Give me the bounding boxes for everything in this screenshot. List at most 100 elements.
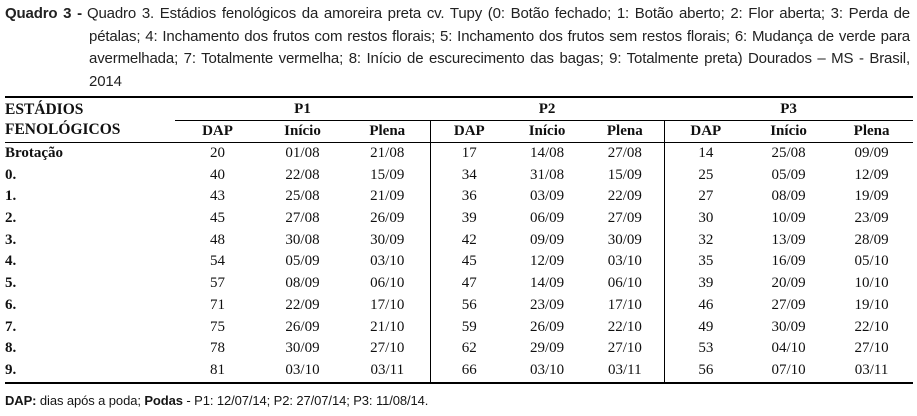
cell-p3-plena: 28/09 [854, 231, 889, 248]
row-label: 3. [5, 231, 17, 248]
cell-p3-inicio: 07/10 [771, 361, 806, 378]
cell-p1-plena: 03/10 [370, 253, 405, 270]
cell-p3-plena: 10/10 [854, 275, 889, 292]
col-header-p1-inicio: Início [260, 120, 345, 143]
col-header-p2-plena: Plena [586, 120, 665, 143]
cell-p1-dap: 48 [210, 231, 225, 248]
cell-p1-plena: 21/10 [370, 318, 405, 335]
group-header-p1: P1 [175, 97, 431, 121]
col-header-p2-dap: DAP [429, 120, 509, 143]
cell-p3-plena: 22/10 [854, 318, 889, 335]
cell-p2-inicio: 09/09 [529, 231, 565, 248]
cell-p3-inicio: 16/09 [771, 253, 806, 270]
cell-p3-dap: 39 [663, 273, 748, 295]
cell-p3-plena: 05/10 [854, 253, 889, 270]
phenology-table: ESTÁDIOS FENOLÓGICOS P1 P2 P3 DAP Início … [5, 96, 914, 384]
cell-p3-dap: 14 [663, 142, 748, 165]
table-row: 7. 75 26/09 21/10 59 26/09 22/10 49 30/0… [5, 316, 913, 339]
cell-p2-dap: 17 [429, 142, 509, 165]
cell-p2-plena: 22/09 [607, 188, 642, 205]
cell-p1-dap: 75 [210, 318, 225, 335]
table-caption: Quadro 3 - Quadro 3. Estádios fenológicos… [5, 3, 910, 93]
cell-p3-plena: 12/09 [854, 166, 889, 183]
cell-p1-dap: 57 [210, 275, 225, 292]
cell-p3-dap: 35 [663, 251, 748, 274]
cell-p3-plena: 27/10 [854, 340, 889, 357]
group-header-p3: P3 [664, 97, 914, 121]
col-header-p2-inicio: Início [508, 120, 587, 143]
table-footnote: DAP: dias após a poda; Podas - P1: 12/07… [5, 393, 912, 408]
cell-p2-dap: 39 [429, 207, 509, 230]
cell-p3-plena: 03/11 [854, 361, 889, 378]
cell-p2-plena: 06/10 [607, 275, 642, 292]
cell-p1-dap: 20 [210, 144, 225, 161]
row-label: 6. [5, 296, 17, 313]
footnote-dap-text: dias após a poda; [36, 392, 145, 408]
row-label: Brotação [5, 144, 64, 161]
cell-p1-inicio: 27/08 [285, 209, 320, 226]
col-header-p3-plena: Plena [830, 120, 914, 143]
cell-p1-dap: 54 [210, 253, 225, 270]
cell-p1-dap: 43 [210, 188, 225, 205]
col-header-p3-inicio: Início [747, 120, 831, 143]
cell-p3-plena: 19/10 [854, 296, 889, 313]
cell-p2-inicio: 14/08 [529, 144, 565, 161]
table-row: 0. 40 22/08 15/09 34 31/08 15/09 25 05/0… [5, 164, 913, 187]
cell-p2-plena: 30/09 [607, 231, 642, 248]
footnote-podas-text: - P1: 12/07/14; P2: 27/07/14; P3: 11/08/… [182, 392, 429, 408]
cell-p1-plena: 30/09 [370, 231, 405, 248]
cell-p2-inicio: 03/10 [529, 361, 565, 378]
cell-p2-plena: 22/10 [607, 318, 642, 335]
cell-p2-dap: 36 [429, 186, 509, 208]
col-header-p1-dap: DAP [175, 120, 260, 143]
stages-line2: FENOLÓGICOS [5, 121, 121, 139]
cell-p3-plena: 23/09 [854, 209, 889, 226]
table-row: 2. 45 27/08 26/09 39 06/09 27/09 30 10/0… [5, 207, 913, 230]
cell-p2-dap: 47 [429, 273, 509, 295]
cell-p2-dap: 62 [429, 338, 509, 360]
cell-p3-dap: 25 [663, 164, 748, 187]
cell-p2-inicio: 14/09 [529, 275, 565, 292]
cell-p3-dap: 30 [663, 207, 748, 230]
cell-p1-dap: 81 [210, 361, 225, 378]
cell-p3-dap: 46 [663, 294, 748, 317]
cell-p1-plena: 06/10 [370, 275, 405, 292]
cell-p2-inicio: 31/08 [529, 166, 565, 183]
cell-p2-plena: 03/11 [607, 361, 642, 378]
cell-p2-plena: 03/10 [607, 253, 642, 270]
cell-p1-inicio: 08/09 [285, 275, 320, 292]
cell-p2-dap: 42 [429, 229, 509, 252]
cell-p2-dap: 56 [429, 294, 509, 317]
cell-p3-dap: 49 [663, 316, 748, 339]
cell-p3-inicio: 27/09 [771, 296, 806, 313]
cell-p2-dap: 66 [429, 359, 509, 383]
cell-p3-inicio: 10/09 [771, 209, 806, 226]
table-row: Brotação 20 01/08 21/08 17 14/08 27/08 1… [5, 142, 913, 165]
footnote-dap-label: DAP: [5, 392, 37, 408]
cell-p1-inicio: 30/08 [285, 231, 320, 248]
cell-p1-inicio: 25/08 [285, 188, 320, 205]
cell-p3-inicio: 04/10 [771, 340, 806, 357]
table-row: 9. 81 03/10 03/11 66 03/10 03/11 56 07/1… [5, 359, 913, 383]
cell-p3-inicio: 25/08 [771, 144, 806, 161]
table-row: 8. 78 30/09 27/10 62 29/09 27/10 53 04/1… [5, 338, 913, 360]
group-header-row: ESTÁDIOS FENOLÓGICOS P1 P2 P3 [5, 97, 914, 143]
cell-p3-inicio: 05/09 [771, 166, 806, 183]
cell-p2-inicio: 06/09 [529, 209, 565, 226]
cell-p1-inicio: 22/09 [285, 296, 320, 313]
cell-p1-inicio: 30/09 [285, 340, 320, 357]
table-row: 4. 54 05/09 03/10 45 12/09 03/10 35 16/0… [5, 251, 913, 274]
cell-p2-inicio: 29/09 [529, 340, 565, 357]
cell-p1-plena: 03/11 [370, 361, 405, 378]
table-row: 1. 43 25/08 21/09 36 03/09 22/09 27 08/0… [5, 186, 913, 208]
cell-p3-plena: 19/09 [854, 188, 889, 205]
cell-p3-inicio: 08/09 [771, 188, 806, 205]
cell-p2-plena: 17/10 [607, 296, 642, 313]
cell-p3-dap: 53 [663, 338, 748, 360]
cell-p1-plena: 21/09 [370, 188, 405, 205]
cell-p1-dap: 45 [210, 209, 225, 226]
col-header-p1-plena: Plena [345, 120, 431, 143]
cell-p1-plena: 26/09 [370, 209, 405, 226]
cell-p2-inicio: 26/09 [529, 318, 565, 335]
cell-p1-plena: 27/10 [370, 340, 405, 357]
